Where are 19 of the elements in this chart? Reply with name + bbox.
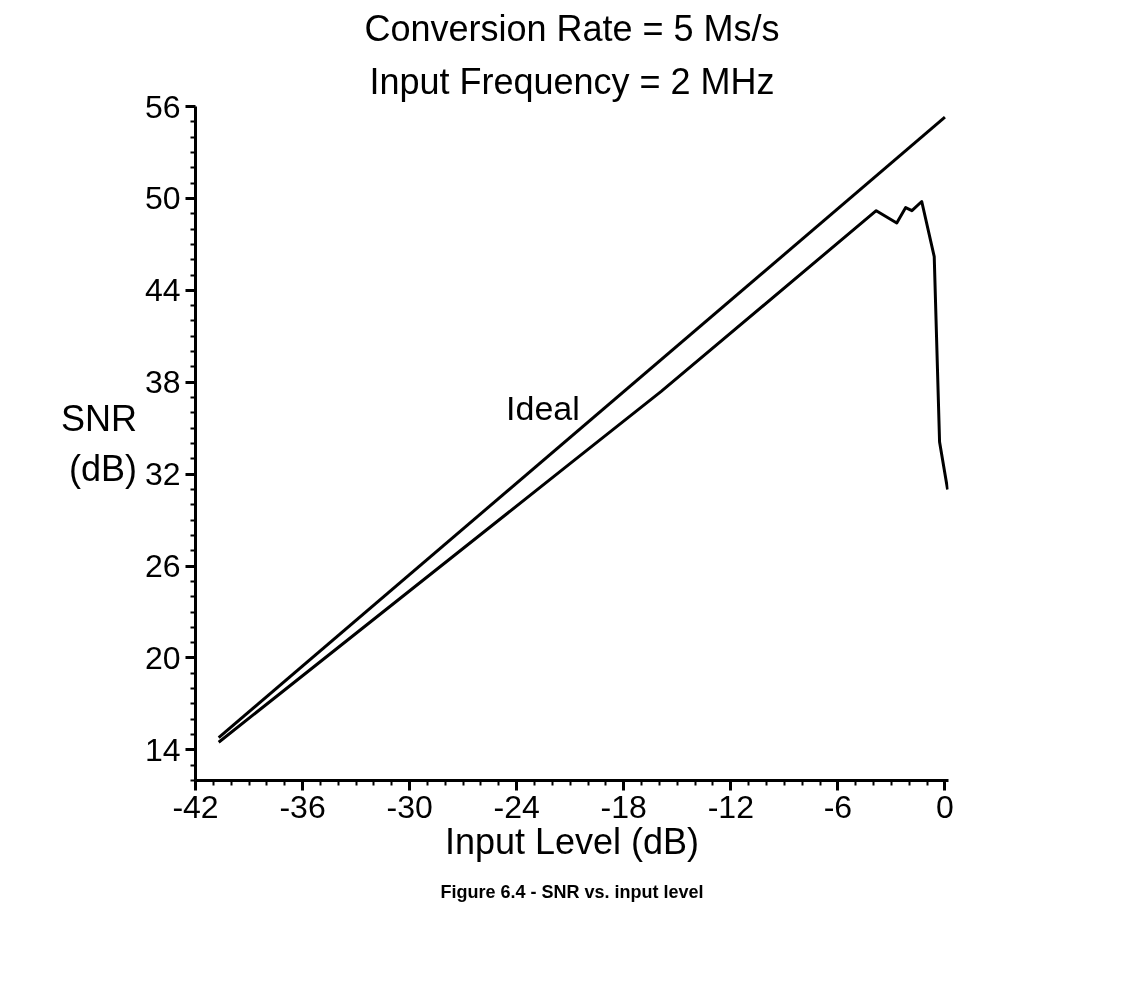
x-tick-label: 0 [936,788,954,825]
x-tick-label: -36 [279,788,326,825]
y-axis-title: SNR (dB) [60,398,137,489]
x-tick-label: -42 [172,788,219,825]
x-tick-label: -30 [386,788,433,825]
y-tick-label: 38 [144,364,181,401]
x-tick-label: -12 [707,788,754,825]
chart-title: Conversion Rate = 5 Ms/s [364,7,780,49]
y-tick-label: 32 [144,456,181,493]
y-tick-label: 44 [144,272,181,309]
y-tick-label: 56 [144,88,181,125]
x-tick-label: -6 [823,788,853,825]
chart-subtitle: Input Frequency = 2 MHz [369,60,775,102]
y-tick-label: 26 [144,548,181,585]
y-tick-label: 14 [144,731,181,768]
caption: Figure 6.4 - SNR vs. input level [440,881,704,902]
y-tick-label: 20 [144,639,181,676]
y-tick-label: 50 [144,180,181,217]
series-label: Ideal [506,389,580,428]
